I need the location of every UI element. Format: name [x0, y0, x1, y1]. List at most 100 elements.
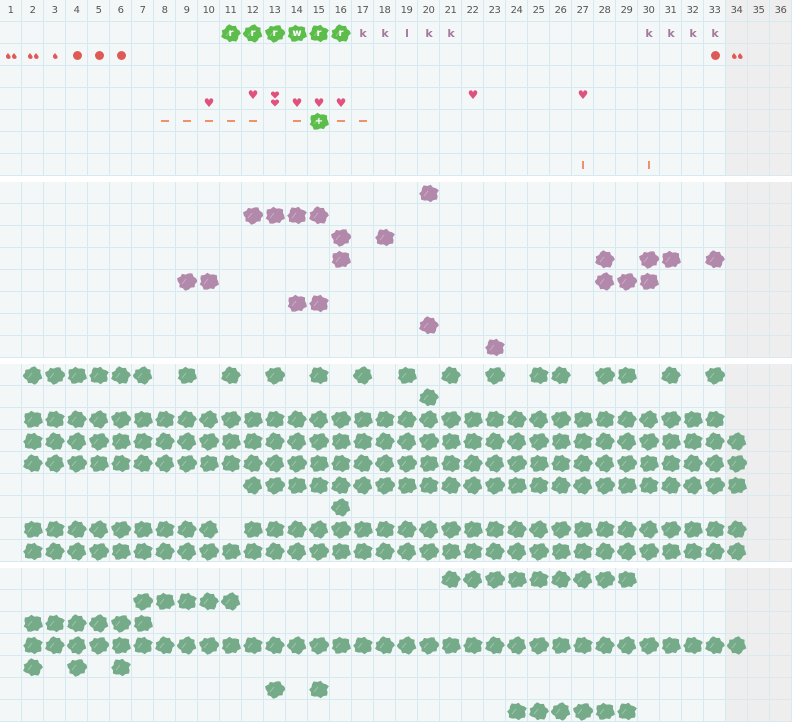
column-header-31[interactable]: 31 [660, 0, 682, 22]
leaf-blob-icon[interactable] [66, 656, 88, 678]
leaf-blob-icon[interactable] [132, 612, 154, 634]
leaf-blob-icon[interactable] [528, 518, 550, 540]
leaf-blob-icon[interactable] [440, 540, 462, 562]
leaf-blob-icon[interactable] [132, 540, 154, 562]
leaf-blob-icon[interactable] [484, 518, 506, 540]
column-header-6[interactable]: 6 [110, 0, 132, 22]
leaf-blob-icon[interactable] [594, 568, 616, 590]
dot-icon[interactable] [704, 44, 726, 66]
leaf-blob-icon[interactable] [308, 634, 330, 656]
leaf-blob-icon[interactable] [638, 540, 660, 562]
purple-blob-icon[interactable] [330, 248, 352, 270]
leaf-blob-icon[interactable] [638, 518, 660, 540]
leaf-blob-icon[interactable] [22, 540, 44, 562]
leaf-blob-icon[interactable] [198, 590, 220, 612]
leaf-blob-icon[interactable] [330, 430, 352, 452]
leaf-blob-icon[interactable] [638, 474, 660, 496]
leaf-blob-icon[interactable] [176, 540, 198, 562]
dash-icon[interactable] [198, 110, 220, 132]
column-header-11[interactable]: 11 [220, 0, 242, 22]
dash-icon[interactable] [330, 110, 352, 132]
leaf-blob-icon[interactable] [22, 452, 44, 474]
purple-blob-icon[interactable] [638, 248, 660, 270]
leaf-blob-icon[interactable] [594, 364, 616, 386]
leaf-blob-icon[interactable] [506, 430, 528, 452]
leaf-blob-icon[interactable] [484, 364, 506, 386]
column-header-10[interactable]: 10 [198, 0, 220, 22]
leaf-blob-icon[interactable] [66, 452, 88, 474]
leaf-blob-icon[interactable] [242, 634, 264, 656]
leaf-blob-icon[interactable] [374, 634, 396, 656]
leaf-blob-icon[interactable] [308, 452, 330, 474]
leaf-blob-icon[interactable] [594, 452, 616, 474]
leaf-blob-icon[interactable] [550, 540, 572, 562]
leaf-blob-icon[interactable] [704, 364, 726, 386]
leaf-blob-icon[interactable] [660, 518, 682, 540]
leaf-blob-icon[interactable] [726, 474, 748, 496]
leaf-blob-icon[interactable] [616, 634, 638, 656]
leaf-blob-icon[interactable] [594, 634, 616, 656]
leaf-blob-icon[interactable] [352, 408, 374, 430]
leaf-blob-icon[interactable] [440, 568, 462, 590]
dash-icon[interactable] [286, 110, 308, 132]
leaf-blob-icon[interactable] [682, 408, 704, 430]
leaf-blob-icon[interactable] [88, 430, 110, 452]
leaf-blob-icon[interactable] [242, 540, 264, 562]
leaf-blob-icon[interactable] [572, 474, 594, 496]
leaf-blob-icon[interactable] [22, 634, 44, 656]
leaf-blob-icon[interactable] [220, 430, 242, 452]
leaf-blob-icon[interactable] [176, 518, 198, 540]
leaf-blob-icon[interactable] [550, 634, 572, 656]
leaf-blob-icon[interactable] [264, 678, 286, 700]
double-drop-icon[interactable] [0, 44, 22, 66]
heart-icon[interactable]: ♥ [467, 88, 479, 102]
heart-icon[interactable]: ♥ [291, 96, 303, 110]
leaf-blob-icon[interactable] [550, 430, 572, 452]
purple-blob-icon[interactable] [418, 314, 440, 336]
green-blob-icon[interactable]: w [286, 22, 308, 44]
leaf-blob-icon[interactable] [704, 430, 726, 452]
leaf-blob-icon[interactable] [110, 656, 132, 678]
leaf-blob-icon[interactable] [66, 634, 88, 656]
purple-blob-icon[interactable] [176, 270, 198, 292]
tick-icon[interactable] [638, 154, 660, 176]
leaf-blob-icon[interactable] [66, 364, 88, 386]
leaf-blob-icon[interactable] [506, 408, 528, 430]
leaf-blob-icon[interactable] [440, 364, 462, 386]
column-header-22[interactable]: 22 [462, 0, 484, 22]
leaf-blob-icon[interactable] [44, 408, 66, 430]
leaf-blob-icon[interactable] [264, 634, 286, 656]
column-header-16[interactable]: 16 [330, 0, 352, 22]
leaf-blob-icon[interactable] [44, 540, 66, 562]
leaf-blob-icon[interactable] [616, 518, 638, 540]
leaf-blob-icon[interactable] [88, 612, 110, 634]
leaf-blob-icon[interactable] [616, 540, 638, 562]
leaf-blob-icon[interactable] [726, 518, 748, 540]
column-header-30[interactable]: 30 [638, 0, 660, 22]
green-blob-icon[interactable]: r [264, 22, 286, 44]
leaf-blob-icon[interactable] [242, 452, 264, 474]
leaf-blob-icon[interactable] [572, 430, 594, 452]
leaf-blob-icon[interactable] [550, 700, 572, 722]
heart-icon[interactable]: ♥ [247, 88, 259, 102]
drop-icon[interactable] [44, 44, 66, 66]
leaf-blob-icon[interactable] [616, 452, 638, 474]
leaf-blob-icon[interactable] [154, 540, 176, 562]
dash-icon[interactable] [176, 110, 198, 132]
leaf-blob-icon[interactable] [308, 518, 330, 540]
leaf-blob-icon[interactable] [638, 452, 660, 474]
leaf-blob-icon[interactable] [66, 430, 88, 452]
leaf-blob-icon[interactable] [440, 430, 462, 452]
leaf-blob-icon[interactable] [198, 540, 220, 562]
leaf-blob-icon[interactable] [66, 540, 88, 562]
leaf-blob-icon[interactable] [726, 634, 748, 656]
column-header-23[interactable]: 23 [484, 0, 506, 22]
leaf-blob-icon[interactable] [22, 408, 44, 430]
heart-icon[interactable]: ♥ [203, 96, 215, 110]
leaf-blob-icon[interactable] [352, 634, 374, 656]
leaf-blob-icon[interactable] [330, 474, 352, 496]
leaf-blob-icon[interactable] [220, 540, 242, 562]
leaf-blob-icon[interactable] [572, 568, 594, 590]
leaf-blob-icon[interactable] [616, 568, 638, 590]
green-blob-icon[interactable]: r [242, 22, 264, 44]
